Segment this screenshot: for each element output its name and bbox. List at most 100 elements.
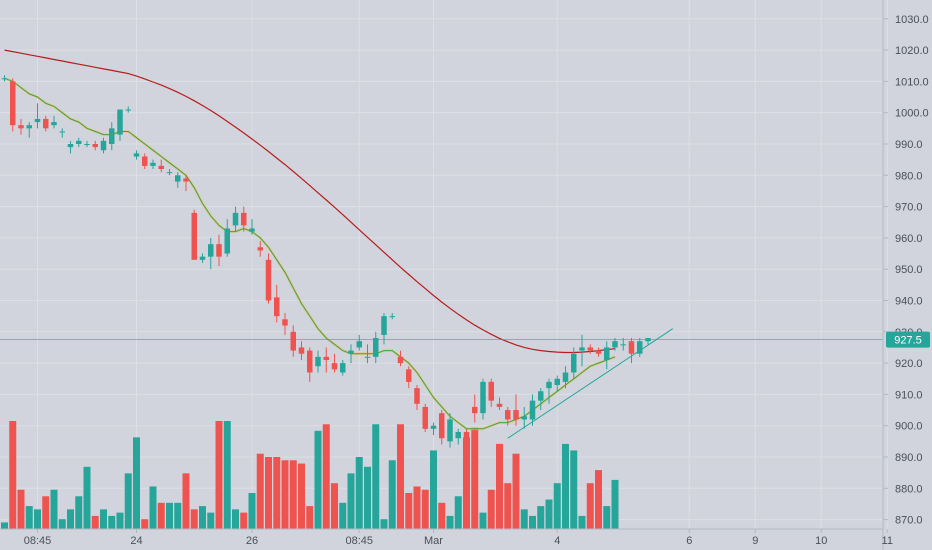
volume-bar [182, 473, 190, 529]
drawings [0, 328, 883, 439]
candle-body [158, 165, 164, 170]
candle-body [331, 363, 338, 370]
candle-body [488, 381, 494, 401]
price-axis-label: 1020.0 [895, 45, 929, 57]
volume-bar [141, 519, 149, 529]
volume-bar [1, 522, 8, 529]
candle-body [562, 372, 569, 382]
volume-bar [512, 453, 520, 529]
price-axis-label: 1010.0 [895, 76, 929, 88]
candle-body [117, 109, 123, 135]
time-axis-label: 9 [752, 535, 758, 547]
time-axis[interactable]: 08:45 24 26 08:45 Mar 4 6 9 10 11 [24, 529, 893, 547]
candle-body [447, 419, 453, 442]
candle-body [224, 228, 230, 254]
volume-bars [1, 421, 619, 529]
time-axis-label: Mar [424, 535, 443, 547]
volume-bar [281, 460, 289, 529]
volume-bar [289, 460, 297, 529]
candle-body [480, 381, 486, 414]
candle-body [612, 341, 618, 348]
volume-bar [388, 460, 396, 529]
volume-bar [438, 502, 446, 529]
price-axis-label: 1000.0 [895, 108, 929, 120]
volume-bar [17, 489, 25, 529]
volume-bar [529, 515, 536, 529]
candle-body [315, 356, 321, 367]
price-axis-label: 950.0 [895, 264, 923, 276]
volume-bar [355, 457, 363, 529]
price-axis-label: 920.0 [895, 358, 923, 370]
candle-body [191, 212, 197, 260]
candle-body [422, 406, 428, 429]
time-axis-label: 26 [246, 535, 258, 547]
last-price-badge: 927.5 [886, 331, 930, 348]
candle-body [175, 175, 181, 182]
candle-body [18, 125, 24, 129]
candle-body [463, 431, 470, 439]
candle-body [183, 178, 189, 182]
volume-bar [421, 489, 429, 529]
candle-body [628, 341, 635, 354]
price-axis-label: 960.0 [895, 233, 923, 245]
candle-body [76, 140, 82, 144]
volume-bar [34, 509, 41, 529]
volume-bar [372, 424, 380, 529]
price-axis[interactable]: 870.0880.0890.0900.0910.0920.0930.0940.0… [883, 14, 929, 527]
volume-bar [413, 486, 421, 529]
volume-bar [578, 515, 586, 529]
candle-body [282, 319, 288, 326]
volume-bar [149, 486, 157, 529]
time-axis-label: 11 [882, 535, 893, 547]
volume-bar [479, 512, 487, 529]
volume-bar [454, 496, 462, 529]
trendline[interactable] [507, 328, 674, 439]
volume-bar [256, 453, 264, 529]
candle-body [142, 156, 148, 166]
volume-bar [199, 506, 206, 529]
volume-bar [9, 421, 17, 529]
volume-bar [91, 515, 99, 529]
price-axis-label: 990.0 [895, 139, 923, 151]
candle-body [521, 416, 527, 420]
candle-body [199, 256, 206, 260]
price-axis-label: 880.0 [895, 483, 923, 495]
candle-body [216, 244, 222, 257]
candle-body [472, 406, 478, 414]
volume-bar [446, 515, 454, 529]
volume-bar [397, 424, 404, 529]
candle-body [364, 356, 371, 358]
volume-bar [83, 466, 91, 529]
volume-bar [166, 502, 173, 529]
candle-body [571, 353, 577, 373]
volume-bar [273, 457, 281, 529]
volume-bar [157, 502, 165, 529]
candle-body [389, 316, 395, 318]
candle-body [59, 131, 65, 133]
candle-body [397, 356, 404, 364]
volume-bar [58, 519, 66, 529]
time-axis-label: 24 [130, 535, 142, 547]
volume-bar [190, 509, 198, 529]
candle-body [43, 118, 49, 129]
volume-bar [248, 493, 256, 529]
volume-bar [496, 443, 503, 529]
volume-bar [331, 483, 338, 529]
volume-bar [42, 496, 50, 529]
volume-bar [487, 489, 495, 529]
candle-body [604, 347, 610, 360]
candle-body [125, 109, 131, 111]
candle-body [439, 413, 445, 439]
volume-bar [240, 512, 248, 529]
volume-bar [562, 443, 569, 529]
volume-bar [265, 457, 272, 529]
candle-body [51, 122, 57, 126]
time-axis-label: 08:45 [345, 535, 373, 547]
candle-body [513, 410, 519, 420]
price-axis-label: 900.0 [895, 421, 923, 433]
volume-bar [322, 424, 330, 529]
volume-bar [108, 515, 116, 529]
candle-body [265, 259, 272, 301]
